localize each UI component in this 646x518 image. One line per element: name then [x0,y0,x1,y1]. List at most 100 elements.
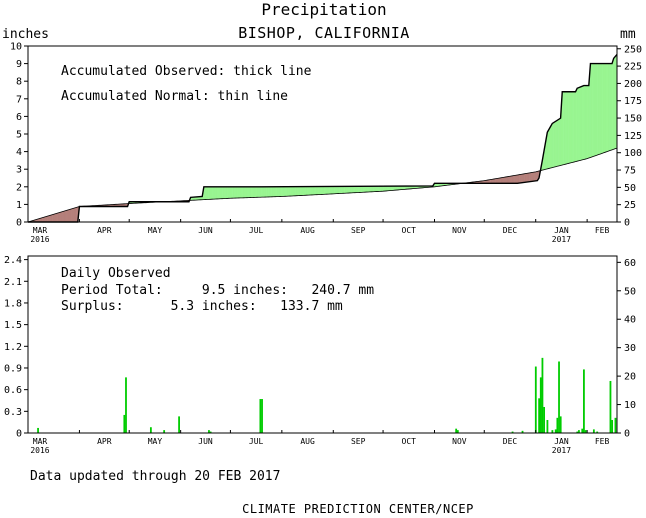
daily-precip-bar [125,377,127,433]
y-right-tick-label: 150 [624,114,642,125]
observed-accumulation-line [28,53,618,223]
y-left-tick-label: 6 [16,112,22,123]
y-left-tick-label: 0.9 [4,363,22,374]
daily-precip-bar [609,380,612,433]
data-updated-note: Data updated through 20 FEB 2017 [30,469,280,484]
top-axes: 0123456789100255075100125150175200225250… [10,42,642,245]
y-right-tick-label: 250 [624,44,642,55]
y-right-tick-label: 20 [624,372,636,383]
accumulated-lines [27,53,618,223]
y-right-tick-label: 60 [624,258,636,269]
bottom-plot-frame [27,255,618,434]
x-month-label: FEB [595,437,610,446]
x-month-label: JUL [249,226,264,235]
x-month-label: OCT [402,226,417,235]
y-left-tick-label: 4 [16,147,22,158]
credit-line: CLIMATE PREDICTION CENTER/NCEP [242,502,474,516]
daily-precip-bar [259,399,262,433]
y-left-tick-label: 0.6 [4,385,22,396]
bottom-axes: 0 0.3 0.6 0.9 1.2 1.5 1.8 2.1 2.4 0 10 20 30 40 50 60 MA… [4,255,636,455]
x-month-label: DEC [503,437,518,446]
y-right-tick-label: 30 [624,343,636,354]
x-month-label: JUN [198,226,213,235]
y-left-tick-label: 2.1 [4,277,22,288]
y-left-tick-label: 3 [16,165,22,176]
daily-precip-bar [581,428,584,433]
accumulated-panel: inches mm 012345678910025507510012515017… [2,27,642,244]
daily-precip-bar [543,406,545,433]
daily-observed-heading: Daily Observed [61,266,171,281]
y-left-tick-label: 8 [16,77,22,88]
daily-precip-bar [123,414,126,433]
daily-precip-bar [558,361,560,433]
y-left-tick-label: 0 [16,218,22,229]
surplus-text: Surplus: 5.3 inches: 133.7 mm [61,299,343,314]
x-month-label: MAR [33,437,48,446]
daily-precip-bar [208,430,210,433]
y-left-tick-label: 7 [16,94,22,105]
x-month-label: AUG [300,437,315,446]
x-month-label: SEP [351,226,366,235]
daily-precip-bar [592,429,595,433]
x-month-label: NOV [452,437,467,446]
y-left-tick-label: 5 [16,130,22,141]
x-month-label: APR [97,437,112,446]
x-month-label: FEB [595,226,610,235]
x-month-label: JAN [554,437,569,446]
chart-title: Precipitation [261,0,386,19]
y-left-tick-label: 0 [16,429,22,440]
daily-precip-bar [584,430,587,433]
y-right-tick-label: 40 [624,315,636,326]
daily-precip-bar [538,398,541,433]
y-left-tick-label: 1 [16,200,22,211]
y-left-tick-label: 1.2 [4,342,22,353]
y-right-tick-label: 175 [624,96,642,107]
x-month-label: MAY [148,437,163,446]
y-right-tick-label: 200 [624,79,642,90]
daily-precip-bar [149,427,152,433]
chart-subtitle: BISHOP, CALIFORNIA [238,24,410,42]
y-left-tick-label: 1.8 [4,298,22,309]
legend-normal-note: Accumulated Normal: thin line [61,89,288,104]
x-year-label: 2017 [552,446,571,455]
x-month-label: JAN [554,226,569,235]
y-right-tick-label: 125 [624,131,642,142]
daily-precip-bar [534,366,537,433]
x-month-label: JUL [249,437,264,446]
daily-precip-bar [614,417,617,433]
right-unit-label: mm [620,27,636,42]
daily-precip-bar [178,416,180,433]
y-left-tick-label: 2.4 [4,255,22,266]
y-left-tick-label: 9 [16,59,22,70]
y-left-tick-label: 2 [16,182,22,193]
y-left-tick-label: 1.5 [4,320,22,331]
daily-precip-bar [541,357,544,433]
x-month-label: DEC [503,226,518,235]
normal-accumulation-line [27,147,618,223]
x-month-label: AUG [300,226,315,235]
y-left-tick-label: 10 [10,42,22,53]
y-right-tick-label: 0 [624,429,630,440]
daily-precip-bar [578,430,580,433]
x-month-label: JUN [198,437,213,446]
x-month-label: APR [97,226,112,235]
x-year-label: 2017 [552,235,571,244]
daily-precip-bar [596,431,599,433]
y-right-tick-label: 0 [624,218,630,229]
x-year-label: 2016 [30,235,49,244]
x-month-label: MAY [148,226,163,235]
x-year-label: 2016 [30,446,49,455]
daily-precip-bar [559,416,562,433]
daily-precip-bar [261,399,263,433]
daily-precip-bar [554,429,557,433]
y-left-tick-label: 0.3 [4,407,22,418]
left-unit-label: inches [2,27,49,42]
y-right-tick-label: 225 [624,62,642,73]
y-right-tick-label: 25 [624,200,636,211]
daily-precip-bar [511,431,514,433]
y-right-tick-label: 75 [624,166,636,177]
daily-precip-bar [455,428,458,433]
x-month-label: NOV [452,226,467,235]
daily-precip-bar [611,420,614,433]
